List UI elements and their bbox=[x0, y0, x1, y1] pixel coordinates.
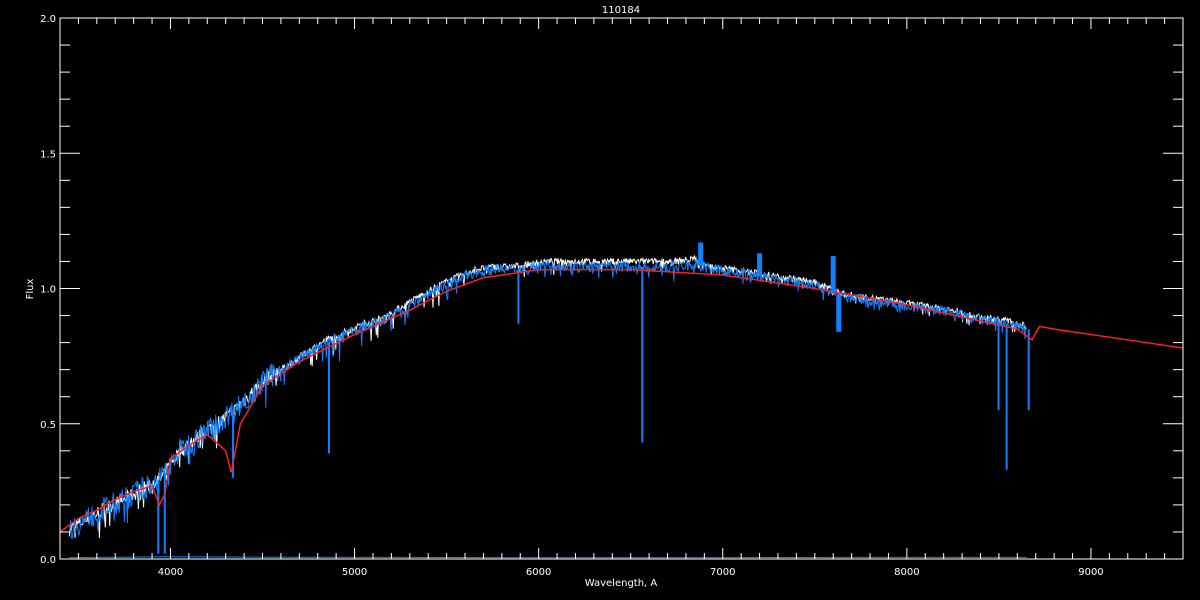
x-tick-label: 7000 bbox=[710, 567, 735, 578]
chart-title: 110184 bbox=[602, 5, 640, 16]
series-line-3 bbox=[69, 556, 1027, 559]
series-line-0 bbox=[68, 254, 1027, 539]
y-tick-label: 1.0 bbox=[40, 285, 56, 296]
plot-frame bbox=[59, 17, 1184, 560]
x-tick-label: 8000 bbox=[894, 567, 919, 578]
y-tick-label: 0.0 bbox=[40, 555, 56, 566]
x-tick-label: 5000 bbox=[342, 567, 367, 578]
y-tick-label: 0.5 bbox=[40, 420, 56, 431]
model-line bbox=[59, 268, 1184, 533]
series-line-2 bbox=[59, 268, 1184, 533]
x-tick-label: 4000 bbox=[158, 567, 183, 578]
series-line-1 bbox=[68, 258, 1027, 540]
plot-marks bbox=[59, 242, 1184, 559]
x-tick-label: 6000 bbox=[526, 567, 551, 578]
y-tick-label: 2.0 bbox=[40, 14, 56, 25]
y-tick-label: 1.5 bbox=[40, 149, 56, 160]
axes: 4000 5000 6000 7000 8000 9000 0.0 0.5 1.0 1.5 2.0 bbox=[40, 14, 1184, 578]
x-axis-label: Wavelength, A bbox=[585, 578, 658, 589]
x-tick-label: 9000 bbox=[1078, 567, 1103, 578]
y-axis-label: Flux bbox=[25, 279, 36, 300]
